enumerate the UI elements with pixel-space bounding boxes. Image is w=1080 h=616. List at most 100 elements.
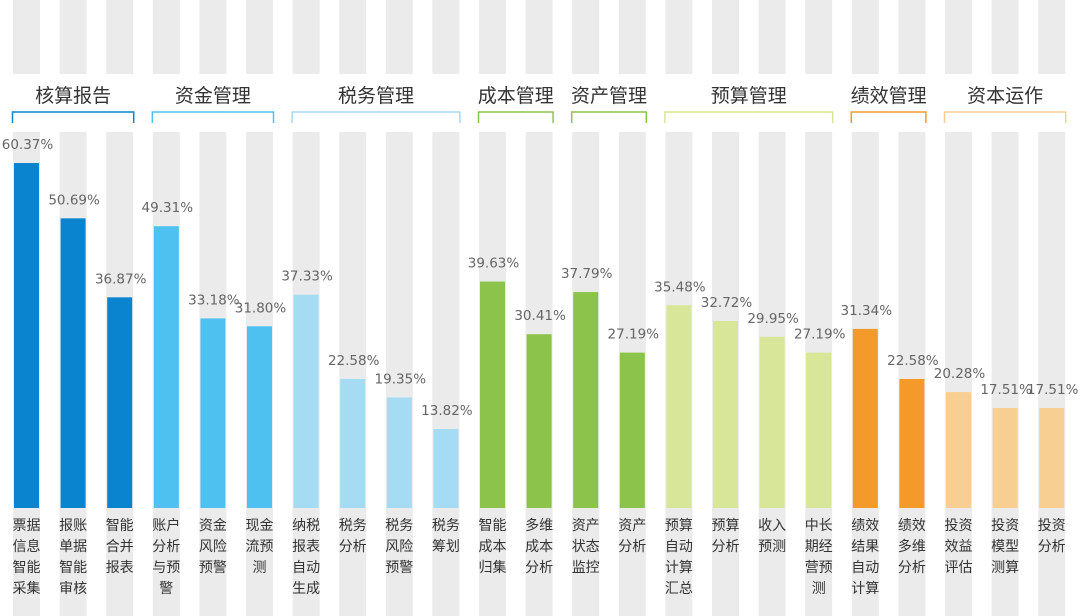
category-label: 预警 xyxy=(199,560,227,576)
category-label: 风险 xyxy=(199,539,227,555)
background-stripe xyxy=(572,0,600,74)
value-label: 13.82% xyxy=(421,403,473,419)
bar xyxy=(433,429,459,508)
category-label: 多维 xyxy=(898,538,926,555)
category-label: 票据 xyxy=(13,518,41,534)
bar xyxy=(1039,407,1065,508)
category-label: 分析 xyxy=(1038,539,1066,555)
category-label: 测算 xyxy=(991,560,1019,576)
category-label: 成本 xyxy=(525,539,553,555)
category-label: 税务 xyxy=(339,518,367,534)
background-stripe xyxy=(991,132,1019,616)
category-label: 资产 xyxy=(572,518,600,534)
category-label: 智能 xyxy=(106,518,134,534)
background-stripe xyxy=(805,0,833,74)
category-label: 风险 xyxy=(385,539,413,555)
category-label: 分析 xyxy=(618,539,646,555)
value-label: 22.58% xyxy=(887,353,939,369)
category-label: 单据 xyxy=(59,539,87,555)
group-title: 绩效管理 xyxy=(851,85,927,107)
value-label: 17.51% xyxy=(980,382,1032,398)
category-label: 采集 xyxy=(13,580,41,597)
category-label: 预测 xyxy=(758,539,786,555)
value-label: 37.33% xyxy=(281,269,333,285)
group-bracket xyxy=(151,111,275,123)
value-label: 35.48% xyxy=(654,279,706,295)
group-title: 核算报告 xyxy=(35,85,111,107)
bar xyxy=(107,297,133,508)
value-label: 37.79% xyxy=(561,266,613,282)
category-label: 预算 xyxy=(665,518,693,534)
value-label: 27.19% xyxy=(794,327,846,343)
bar xyxy=(200,318,226,508)
category-label: 分析 xyxy=(339,539,367,555)
background-stripe xyxy=(898,132,926,616)
bar xyxy=(759,336,785,508)
value-label: 22.58% xyxy=(328,353,380,369)
background-stripe xyxy=(385,0,413,74)
group-title: 资金管理 xyxy=(175,85,251,107)
background-stripe xyxy=(432,0,460,74)
value-label: 19.35% xyxy=(375,371,427,387)
background-stripe xyxy=(525,0,553,74)
background-stripe xyxy=(991,0,1019,74)
category-label: 自动 xyxy=(292,560,320,576)
bar xyxy=(60,218,86,509)
group-bracket xyxy=(664,111,834,123)
category-label: 中长 xyxy=(805,518,833,534)
category-label: 营预 xyxy=(805,560,833,576)
group-title: 资本运作 xyxy=(967,85,1043,107)
value-label: 33.18% xyxy=(188,292,240,308)
background-stripe xyxy=(665,0,693,74)
category-label: 分析 xyxy=(152,539,180,555)
category-label: 预警 xyxy=(385,560,413,576)
background-stripe xyxy=(945,0,972,74)
group-title: 资产管理 xyxy=(571,85,647,107)
bar xyxy=(899,378,925,508)
bar xyxy=(946,392,971,508)
value-labels: 60.37% 50.69% 36.87% 49.31% 33.18%31.80% 37.3… xyxy=(2,137,1079,419)
category-label: 预算 xyxy=(712,518,740,534)
value-label: 50.69% xyxy=(48,192,100,208)
category-label: 自动 xyxy=(665,539,693,555)
category-label: 监控 xyxy=(572,560,600,576)
category-label: 警 xyxy=(159,581,173,597)
background-stripe xyxy=(292,0,320,74)
background-stripe xyxy=(59,0,87,74)
category-label: 计算 xyxy=(851,581,879,597)
background-stripe xyxy=(712,0,739,74)
category-label: 分析 xyxy=(898,560,926,576)
category-label: 账户 xyxy=(152,517,180,534)
background-stripe xyxy=(152,0,180,74)
bar xyxy=(386,397,412,508)
bar xyxy=(293,294,319,508)
category-label: 税务 xyxy=(432,518,460,534)
value-label: 39.63% xyxy=(468,256,520,272)
value-label: 17.51% xyxy=(1027,382,1079,398)
bar xyxy=(666,305,692,508)
category-label: 效益 xyxy=(945,539,973,555)
background-stripe xyxy=(618,0,646,74)
bar xyxy=(806,352,832,508)
bar xyxy=(480,281,505,508)
category-label: 生成 xyxy=(292,581,320,597)
group-headers: 核算报告 资金管理 税务管理 成本管理 资产管理 预算管理 绩效管理 资本运作 xyxy=(11,85,1067,123)
background-stripe xyxy=(945,132,972,616)
category-label: 成本 xyxy=(479,539,507,555)
category-label: 智能 xyxy=(59,560,87,576)
bar xyxy=(573,292,599,508)
category-label: 投资 xyxy=(945,518,973,534)
value-label: 31.80% xyxy=(235,300,287,316)
category-label: 自动 xyxy=(851,560,879,576)
category-label: 汇总 xyxy=(665,581,693,597)
bars xyxy=(14,163,1065,509)
bar xyxy=(340,378,366,508)
category-label: 测 xyxy=(812,581,826,597)
group-bracket xyxy=(943,111,1067,123)
background-stripe xyxy=(339,132,367,616)
category-label: 状态 xyxy=(572,539,600,555)
category-label: 智能 xyxy=(479,518,507,534)
category-label: 信息 xyxy=(13,538,41,555)
category-label: 与预 xyxy=(152,560,180,576)
